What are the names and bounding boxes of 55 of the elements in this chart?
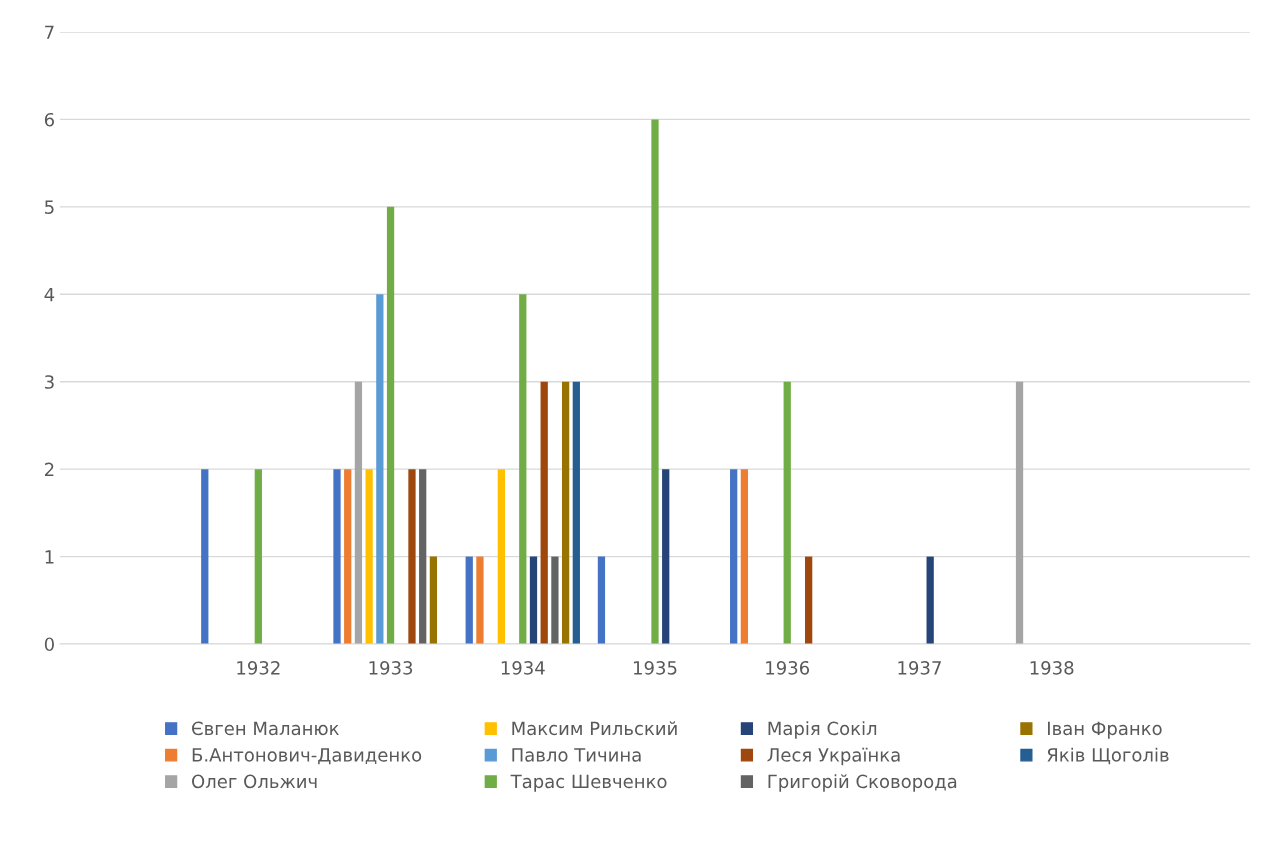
bar bbox=[465, 556, 473, 644]
legend-label: Олег Ольжич bbox=[192, 774, 317, 789]
bar bbox=[386, 206, 395, 644]
bar bbox=[730, 469, 738, 644]
y-tick-label: 1 bbox=[45, 550, 54, 564]
legend-label: Леся Українка bbox=[767, 747, 900, 766]
legend-label: Григорій Сковорода bbox=[768, 774, 957, 792]
legend-label: Максим Рильский bbox=[512, 721, 677, 736]
legend-label: Б.Антонович-Давиденко bbox=[192, 748, 422, 765]
bar bbox=[429, 556, 438, 644]
bar bbox=[376, 294, 384, 644]
legend-label: Іван Франко bbox=[1048, 721, 1162, 739]
legend-label: Яків Щоголів bbox=[1047, 747, 1169, 765]
bar bbox=[561, 381, 570, 644]
bar bbox=[419, 469, 427, 644]
bar bbox=[740, 469, 749, 644]
bar bbox=[365, 469, 373, 644]
x-tick-label: 1936 bbox=[766, 660, 810, 675]
bar bbox=[497, 469, 505, 644]
y-tick-label: 6 bbox=[44, 112, 54, 127]
bar bbox=[344, 469, 352, 644]
x-tick-label: 1933 bbox=[369, 660, 413, 675]
legend-label: Євген Маланюк bbox=[192, 721, 339, 736]
y-tick-label: 4 bbox=[44, 287, 55, 302]
y-tick-label: 5 bbox=[45, 200, 54, 214]
bar bbox=[519, 294, 527, 644]
bar bbox=[201, 469, 209, 644]
y-tick-label: 2 bbox=[44, 462, 54, 476]
bar bbox=[572, 381, 580, 644]
bar bbox=[783, 381, 791, 644]
bar bbox=[333, 469, 341, 644]
x-tick-label: 1932 bbox=[237, 660, 280, 675]
bar bbox=[551, 556, 559, 644]
bar bbox=[408, 469, 416, 644]
legend-label: Павло Тичина bbox=[512, 748, 641, 762]
bar bbox=[529, 556, 538, 644]
bar bbox=[805, 556, 813, 644]
legend-label: Тарас Шевченко bbox=[510, 774, 667, 792]
bar bbox=[540, 381, 548, 644]
y-tick-label: 0 bbox=[44, 637, 54, 652]
bar bbox=[476, 556, 484, 644]
y-tick-label: 7 bbox=[45, 25, 54, 39]
y-tick-label: 3 bbox=[45, 375, 54, 389]
legend-label: Марія Сокіл bbox=[768, 721, 877, 739]
bar bbox=[651, 119, 659, 644]
bar bbox=[597, 556, 606, 644]
bar bbox=[254, 469, 262, 644]
bar bbox=[354, 381, 363, 644]
x-tick-label: 1935 bbox=[634, 660, 677, 675]
x-tick-label: 1937 bbox=[898, 660, 941, 675]
bar bbox=[926, 556, 934, 644]
x-tick-label: 1934 bbox=[501, 660, 545, 675]
bar bbox=[1015, 381, 1024, 644]
x-tick-label: 1938 bbox=[1030, 660, 1074, 675]
bar bbox=[662, 469, 670, 644]
